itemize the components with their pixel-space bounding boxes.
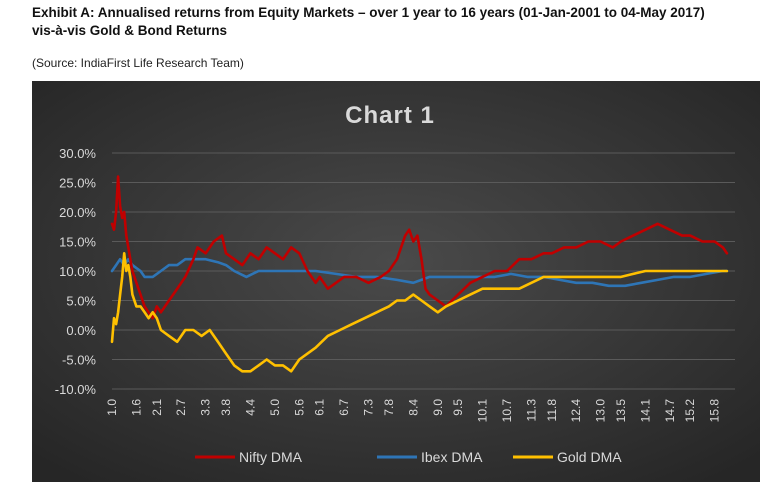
series-lines (110, 175, 729, 373)
x-tick-label: 14.7 (663, 399, 677, 423)
x-tick-label: 3.3 (199, 399, 213, 416)
x-tick-label: 9.5 (451, 399, 465, 416)
y-tick-label: 30.0% (59, 146, 96, 161)
x-tick-label: 7.3 (362, 399, 376, 416)
x-tick-label: 2.1 (150, 399, 164, 416)
x-tick-label: 9.0 (431, 399, 445, 416)
x-tick-label: 1.0 (105, 399, 119, 416)
x-axis-ticks: 1.0 1.6 2.1 2.7 3.3 3.8 4.4 5.0 5.6 6.1 6.7 7.3 7.8 8… (105, 399, 722, 423)
x-tick-label: 6.7 (337, 399, 351, 416)
chart-background (32, 81, 760, 482)
series-line-ibex-dma (110, 257, 729, 288)
x-tick-label: 1.6 (129, 399, 143, 416)
y-tick-label: 15.0% (59, 235, 96, 250)
x-tick-label: 10.7 (500, 399, 514, 423)
x-tick-label: 11.8 (545, 399, 559, 422)
x-tick-label: 13.0 (594, 399, 608, 423)
x-tick-label: 6.1 (313, 399, 327, 416)
line-chart: Chart 1 30.0% 25.0% 20.0% 15.0% 10.0% 5.0% 0.0… (32, 81, 760, 482)
x-tick-label: 12.4 (569, 399, 583, 423)
y-axis-ticks: 30.0% 25.0% 20.0% 15.0% 10.0% 5.0% 0.0% -5.0% -1… (55, 146, 97, 397)
exhibit-title-line2: vis-à-vis Gold & Bond Returns (32, 23, 228, 38)
legend-label: Gold DMA (557, 449, 622, 465)
y-tick-label: -10.0% (55, 382, 97, 397)
y-tick-label: 20.0% (59, 205, 96, 220)
legend-label: Ibex DMA (421, 449, 483, 465)
x-tick-label: 14.1 (638, 399, 652, 423)
x-tick-label: 8.4 (406, 399, 420, 416)
x-tick-label: 4.4 (243, 399, 257, 416)
chart-container: Chart 1 30.0% 25.0% 20.0% 15.0% 10.0% 5.0% 0.0… (32, 81, 760, 482)
x-tick-label: 5.0 (268, 399, 282, 416)
y-tick-label: 5.0% (66, 294, 96, 309)
x-tick-label: 11.3 (524, 399, 538, 422)
chart-title: Chart 1 (345, 102, 435, 129)
legend-label: Nifty DMA (239, 449, 303, 465)
series-line-nifty-dma (110, 175, 729, 320)
y-tick-label: -5.0% (62, 353, 96, 368)
y-tick-label: 0.0% (66, 323, 96, 338)
legend: Nifty DMA Ibex DMA Gold DMA (195, 449, 622, 465)
x-tick-label: 5.6 (292, 399, 306, 416)
x-tick-label: 10.1 (476, 399, 490, 423)
y-tick-label: 25.0% (59, 176, 96, 191)
exhibit-title: Exhibit A: Annualised returns from Equit… (32, 4, 762, 40)
x-tick-label: 15.8 (708, 399, 722, 423)
series-line-gold-dma (110, 252, 729, 373)
source-note: (Source: IndiaFirst Life Research Team) (32, 56, 244, 70)
x-tick-label: 2.7 (174, 399, 188, 416)
x-tick-label: 7.8 (382, 399, 396, 416)
x-tick-label: 3.8 (219, 399, 233, 416)
x-tick-label: 15.2 (683, 399, 697, 423)
y-tick-label: 10.0% (59, 264, 96, 279)
exhibit-title-line1: Exhibit A: Annualised returns from Equit… (32, 5, 705, 20)
x-tick-label: 13.5 (614, 399, 628, 423)
